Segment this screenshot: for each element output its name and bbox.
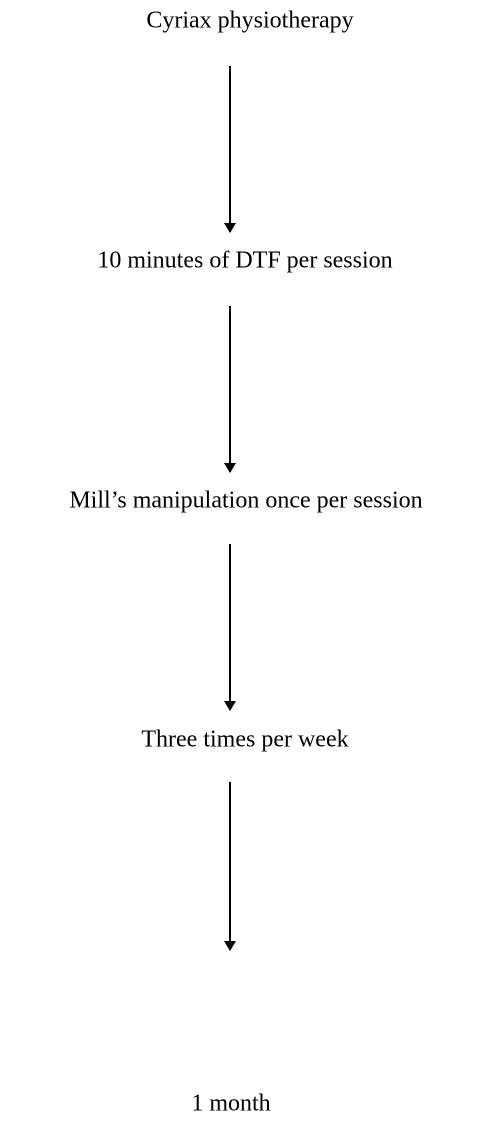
node-label: Mill’s manipulation once per session	[69, 488, 422, 514]
node-label: Three times per week	[141, 727, 348, 753]
node-label: 1 month	[191, 1091, 270, 1117]
node-label: 10 minutes of DTF per session	[97, 248, 392, 274]
node-label: Cyriax physiotherapy	[146, 8, 353, 34]
